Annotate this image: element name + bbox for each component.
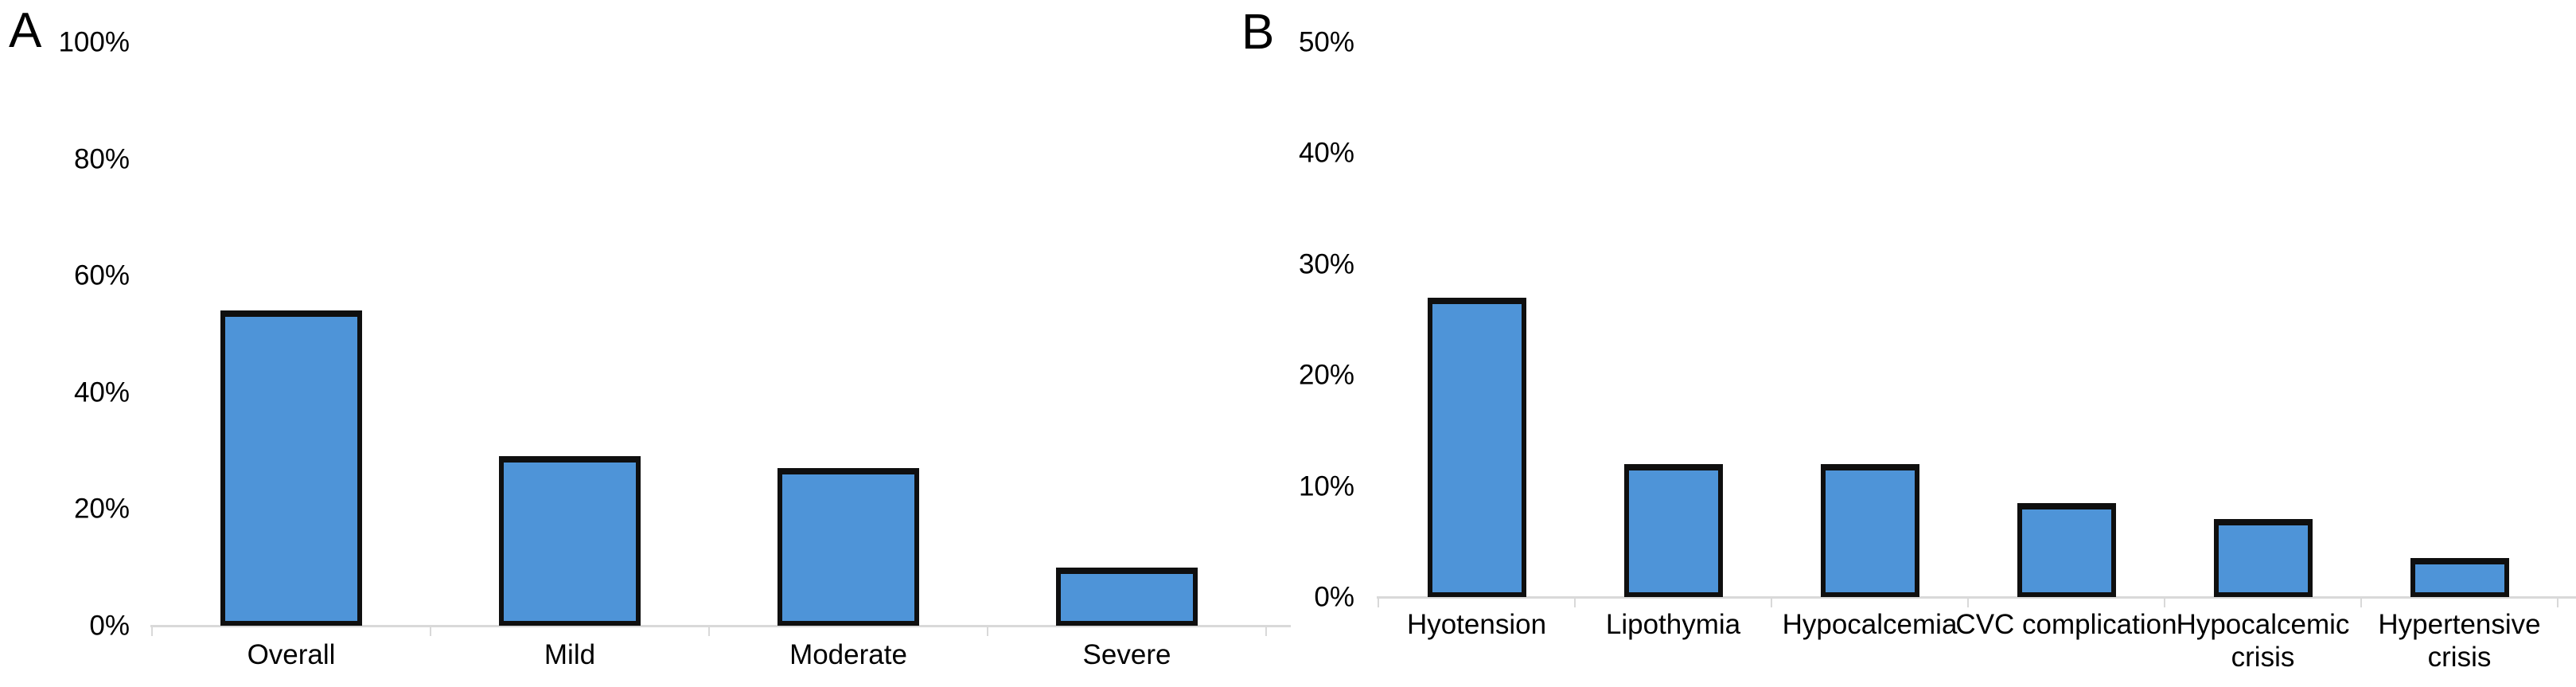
- y-axis-tick-label: 100%: [58, 26, 130, 58]
- y-axis-tick-label: 50%: [1298, 26, 1354, 58]
- category-label: Overall: [247, 639, 336, 670]
- category-label: Mild: [544, 639, 596, 670]
- bar-hyotension: [1428, 298, 1526, 597]
- x-axis-tick-mark: [2164, 597, 2165, 607]
- y-axis-tick-label: 80%: [73, 143, 130, 175]
- y-axis-tick-label: 40%: [73, 377, 130, 408]
- y-axis-tick-label: 20%: [73, 493, 130, 525]
- panel-a-label: A: [9, 3, 42, 58]
- panel-b-label: B: [1241, 5, 1275, 60]
- category-label: Lipothymia: [1605, 609, 1741, 640]
- x-axis-tick-mark: [1378, 597, 1379, 607]
- x-axis-tick-mark: [2557, 597, 2558, 607]
- category-label: Hyotension: [1406, 609, 1547, 640]
- x-axis-tick-mark: [151, 626, 153, 636]
- x-axis-tick-mark: [1771, 597, 1772, 607]
- bar-overall: [220, 310, 362, 626]
- bar-lipothymia: [1624, 464, 1723, 597]
- x-axis-tick-mark: [987, 626, 988, 636]
- y-axis-tick-label: 0%: [1314, 581, 1354, 613]
- x-axis-tick-mark: [1574, 597, 1576, 607]
- bar-severe: [1056, 568, 1198, 626]
- y-axis-tick-label: 0%: [89, 610, 130, 642]
- y-axis-tick-label: 20%: [1298, 359, 1354, 391]
- bar-moderate: [777, 468, 919, 626]
- y-axis-tick-label: 30%: [1298, 248, 1354, 280]
- x-axis-tick-mark: [2360, 597, 2362, 607]
- y-axis-tick-label: 10%: [1298, 470, 1354, 502]
- y-axis-tick-label: 40%: [1298, 137, 1354, 169]
- category-label: Moderate: [789, 639, 907, 670]
- x-axis-line: [1377, 596, 2576, 599]
- category-label: Hypocalcemia: [1782, 609, 1958, 640]
- bar-hypocalcemic-crisis: [2214, 519, 2313, 597]
- bar-hypertensive-crisis: [2410, 558, 2509, 597]
- x-axis-tick-mark: [1265, 626, 1267, 636]
- category-label: Hypertensive crisis: [2378, 609, 2541, 673]
- category-label: Severe: [1082, 639, 1171, 670]
- bar-hypocalcemia: [1821, 464, 1919, 597]
- category-label: CVC complication: [1955, 609, 2177, 640]
- bar-mild: [499, 456, 641, 626]
- category-label: Hypocalcemic crisis: [2176, 609, 2350, 673]
- y-axis-tick-label: 60%: [73, 260, 130, 291]
- x-axis-tick-mark: [1967, 597, 1969, 607]
- x-axis-tick-mark: [430, 626, 431, 636]
- x-axis-line: [150, 625, 1291, 627]
- bar-cvc-complication: [2017, 503, 2116, 597]
- x-axis-tick-mark: [708, 626, 710, 636]
